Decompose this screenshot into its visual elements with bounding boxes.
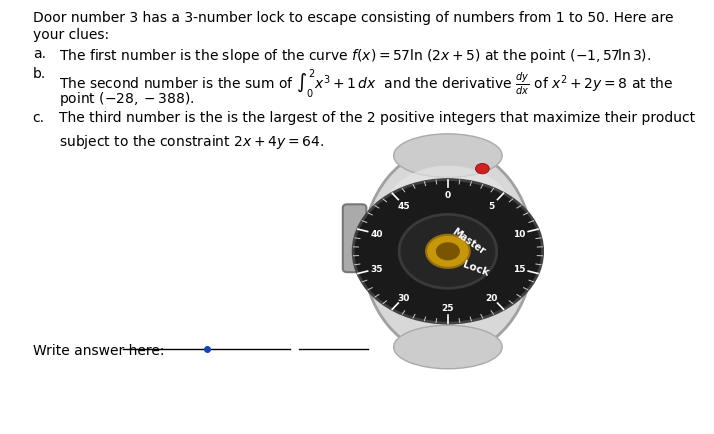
Text: b.: b. <box>33 67 46 81</box>
Text: The second number is the sum of $\int_0^2 x^3 + 1\,dx$  and the derivative $\fra: The second number is the sum of $\int_0^… <box>59 67 673 100</box>
FancyBboxPatch shape <box>343 205 366 273</box>
Text: 10: 10 <box>513 230 525 239</box>
Text: 35: 35 <box>371 265 383 274</box>
Text: 20: 20 <box>486 293 498 302</box>
Text: 45: 45 <box>398 201 411 210</box>
Circle shape <box>353 180 543 323</box>
Text: The third number is the is the largest of the 2 positive integers that maximize : The third number is the is the largest o… <box>59 111 695 125</box>
Text: your clues:: your clues: <box>33 28 109 42</box>
Text: 0: 0 <box>445 191 451 200</box>
Text: 15: 15 <box>513 265 525 274</box>
Ellipse shape <box>393 135 502 178</box>
Ellipse shape <box>382 166 514 268</box>
Circle shape <box>476 164 489 174</box>
Text: c.: c. <box>33 111 45 125</box>
Text: Door number 3 has a 3-number lock to escape consisting of numbers from 1 to 50. : Door number 3 has a 3-number lock to esc… <box>33 11 673 25</box>
Text: Lock: Lock <box>461 259 490 277</box>
Circle shape <box>399 215 497 289</box>
Text: 5: 5 <box>488 201 495 210</box>
Text: 30: 30 <box>398 293 411 302</box>
Text: subject to the constraint $2x + 4y = 64$.: subject to the constraint $2x + 4y = 64$… <box>59 132 324 150</box>
Text: point $(-28, -388)$.: point $(-28, -388)$. <box>59 90 194 108</box>
Ellipse shape <box>363 148 533 355</box>
Text: a.: a. <box>33 46 46 60</box>
Text: The first number is the slope of the curve $f(x) = 57\ln\,(2x + 5)$ at the point: The first number is the slope of the cur… <box>59 46 651 64</box>
Ellipse shape <box>393 326 502 369</box>
Text: Master: Master <box>450 226 486 256</box>
Circle shape <box>436 243 460 261</box>
Circle shape <box>426 235 470 268</box>
Text: 40: 40 <box>371 230 383 239</box>
Text: Write answer here:: Write answer here: <box>33 343 164 357</box>
Text: 25: 25 <box>442 304 454 312</box>
